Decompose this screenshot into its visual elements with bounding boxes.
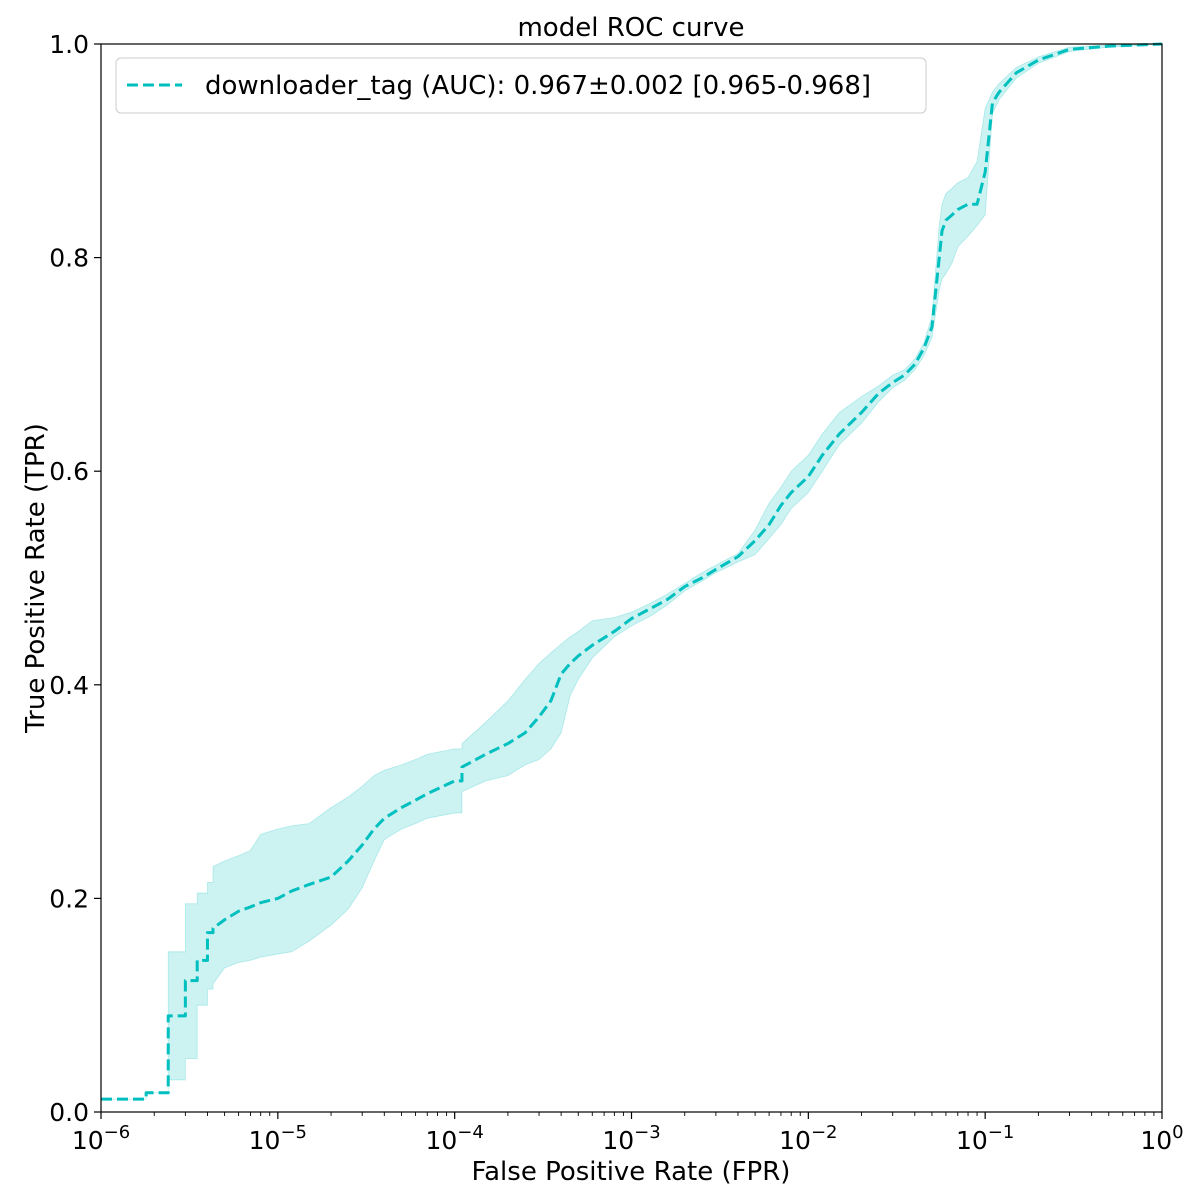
x-tick-label: 10−4	[425, 1122, 483, 1155]
chart-title: model ROC curve	[517, 13, 744, 43]
confidence-band-0	[101, 43, 1163, 1100]
y-tick-label: 1.0	[49, 30, 89, 59]
x-tick-label: 10−6	[72, 1122, 130, 1155]
x-tick-label: 10−3	[602, 1122, 660, 1155]
x-tick-label: 10−5	[249, 1122, 307, 1155]
roc-curve-line-0	[101, 42, 1163, 1101]
y-tick-label: 0.0	[49, 1098, 89, 1127]
y-tick-label: 0.2	[49, 884, 89, 913]
y-axis-label: True Positive Rate (TPR)	[21, 423, 51, 734]
legend: downloader_tag (AUC): 0.967±0.002 [0.965…	[115, 57, 927, 114]
y-tick-label: 0.6	[49, 457, 89, 486]
x-tick-label: 100	[1140, 1122, 1183, 1155]
y-tick-label: 0.4	[49, 671, 89, 700]
axis-ticks: 10−6 10−5 10−4 10−3 10−2 10−1 100 0.0 0.2 0.4 0.6 0…	[49, 30, 1183, 1155]
x-tick-label: 10−2	[779, 1122, 837, 1155]
plot-area	[101, 42, 1163, 1101]
legend-box	[115, 57, 927, 114]
y-tick-label: 0.8	[49, 244, 89, 273]
x-tick-label: 10−1	[956, 1122, 1014, 1155]
x-axis-label: False Positive Rate (FPR)	[472, 1157, 791, 1187]
legend-entry-label: downloader_tag (AUC): 0.967±0.002 [0.965…	[205, 71, 871, 101]
